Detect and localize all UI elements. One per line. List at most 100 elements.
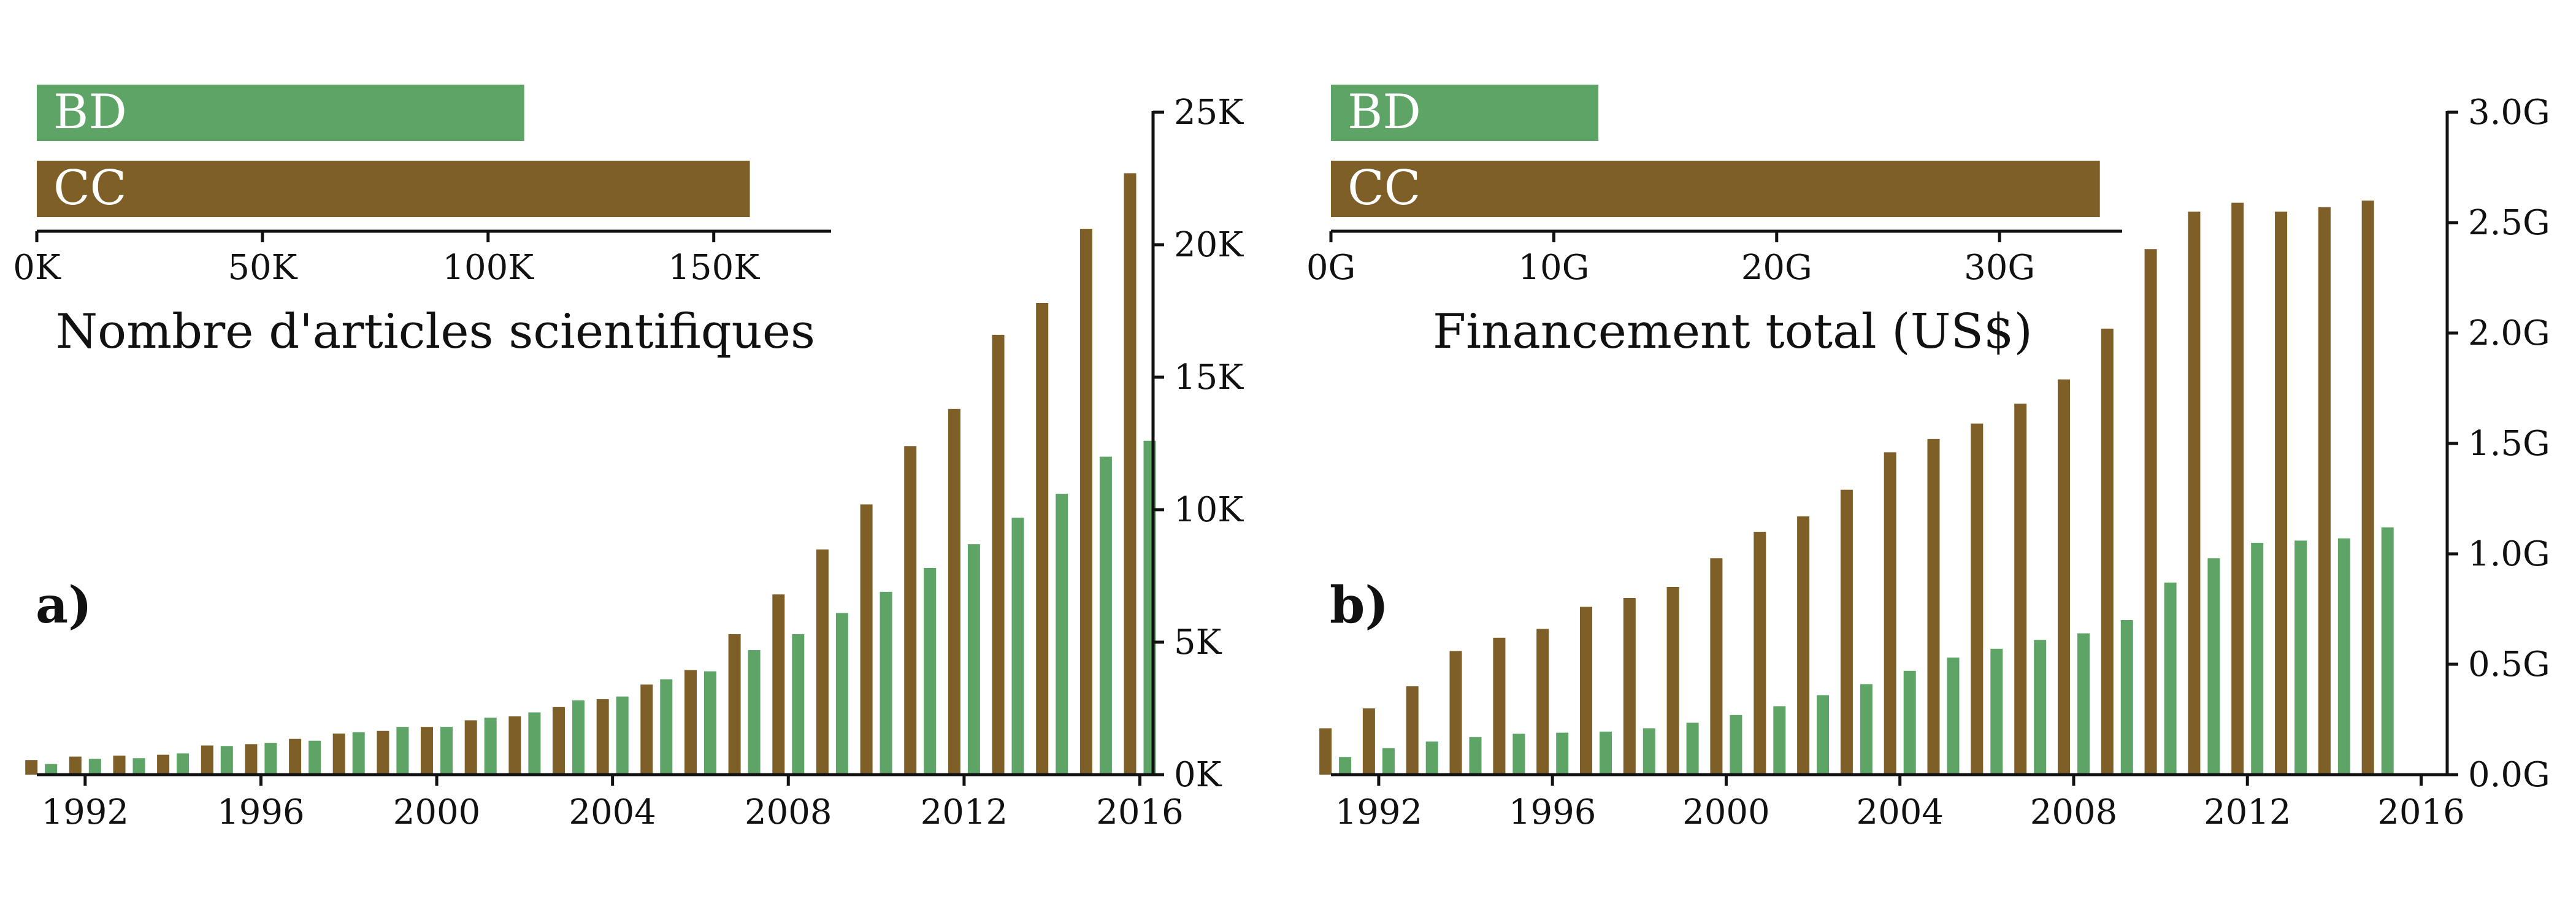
bar-cc-2010: [2144, 249, 2157, 775]
x-tick-label: 1992: [1335, 792, 1423, 832]
bar-bd-2008: [792, 634, 805, 775]
bar-cc-1996: [1536, 629, 1549, 775]
y-tick-label: 10K: [1174, 490, 1244, 530]
x-tick-label: 2012: [921, 792, 1008, 832]
bar-cc-1994: [157, 754, 170, 775]
bar-bd-2007: [748, 650, 761, 775]
bar-bd-2000: [440, 727, 453, 775]
bar-cc-2005: [640, 684, 653, 775]
y-tick-label: 20K: [1174, 225, 1244, 265]
bar-cc-1992: [69, 756, 82, 775]
bar-bd-2004: [616, 696, 629, 775]
bar-bd-2006: [704, 671, 716, 775]
bar-bd-2006: [1990, 648, 2003, 775]
y-tick-label: 0.5G: [2468, 645, 2550, 684]
inset-x-tick-label: 30G: [1964, 248, 2035, 288]
bar-bd-2004: [1903, 670, 1916, 775]
y-tick-label: 0K: [1174, 755, 1222, 795]
bar-bd-2003: [572, 700, 585, 775]
bar-cc-2005: [1927, 439, 1940, 775]
bar-cc-2006: [1971, 423, 1984, 775]
y-tick-label: 5K: [1174, 623, 1222, 662]
y-tick-label: 1.5G: [2468, 424, 2550, 464]
bar-cc-2003: [1840, 489, 1853, 775]
bar-cc-1995: [1493, 637, 1506, 775]
chart-panel-a: 1992 1996 2000 2004 2008 2012 20160K5K10K15K20…: [13, 85, 1244, 832]
bar-cc-1991: [1319, 728, 1332, 775]
bar-bd-2010: [880, 591, 892, 775]
x-tick-label: 2016: [1096, 792, 1184, 832]
bar-bd-1999: [396, 727, 409, 775]
bar-cc-2011: [2188, 212, 2201, 775]
bar-cc-2015: [1079, 229, 1092, 775]
x-tick-label: 2008: [2030, 792, 2118, 832]
bar-cc-2014: [2318, 207, 2331, 775]
y-tick-label: 3.0G: [2468, 93, 2550, 132]
inset-x-tick-label: 100K: [442, 248, 534, 288]
bar-cc-2011: [904, 446, 917, 775]
bar-cc-2000: [421, 727, 433, 775]
inset-x-tick-label: 10G: [1518, 248, 1589, 288]
bar-bd-1994: [177, 753, 190, 775]
y-tick-label: 1.0G: [2468, 534, 2550, 574]
bar-bd-2014: [2337, 538, 2350, 775]
bar-cc-2001: [464, 720, 477, 775]
bar-bd-1997: [1600, 731, 1612, 775]
y-tick-label: 15K: [1174, 358, 1244, 397]
bar-bd-2010: [2164, 582, 2177, 775]
y-tick-label: 2.0G: [2468, 313, 2550, 353]
bar-cc-2004: [1884, 452, 1896, 775]
bar-bd-2015: [1099, 456, 1112, 775]
x-tick-label: 2000: [393, 792, 481, 832]
inset-x-axis-title: Nombre d'articles scientifiques: [56, 304, 815, 359]
bar-bd-1998: [352, 732, 365, 775]
bar-cc-1996: [245, 744, 258, 775]
bar-cc-2009: [816, 549, 829, 775]
bar-bd-2005: [1947, 657, 1960, 775]
x-tick-label: 1992: [42, 792, 129, 832]
inset-x-tick-label: 0G: [1306, 248, 1355, 288]
bar-cc-2013: [992, 334, 1005, 775]
bar-cc-1995: [201, 745, 213, 775]
bar-cc-2009: [2101, 328, 2114, 775]
bar-cc-2012: [948, 408, 960, 775]
bar-cc-1998: [1623, 598, 1636, 775]
panel-label: a): [36, 576, 92, 635]
bar-bd-2000: [1730, 715, 1742, 775]
bar-bd-2011: [924, 568, 937, 775]
bar-bd-2009: [835, 613, 848, 775]
bar-bd-1991: [1339, 757, 1352, 775]
bar-cc-2008: [2058, 379, 2070, 775]
inset-x-tick-label: 50K: [228, 248, 297, 288]
bar-bd-1997: [309, 740, 321, 775]
bar-bd-2015: [2381, 527, 2394, 775]
bar-bd-2003: [1860, 684, 1873, 775]
bar-cc-2004: [596, 699, 609, 775]
bar-bd-2013: [1011, 518, 1024, 775]
bar-bd-1991: [45, 764, 58, 775]
bar-cc-1999: [377, 730, 389, 775]
bar-bd-1999: [1686, 723, 1699, 775]
bar-bd-2011: [2207, 558, 2220, 775]
bar-bd-1996: [264, 743, 277, 775]
y-tick-label: 0.0G: [2468, 755, 2550, 795]
bar-cc-2007: [2014, 404, 2027, 775]
inset-x-tick-label: 150K: [668, 248, 760, 288]
x-tick-label: 2012: [2204, 792, 2291, 832]
inset-x-axis-title: Financement total (US$): [1433, 304, 2033, 359]
inset-bar-cc: [37, 161, 750, 217]
bar-bd-2002: [1817, 695, 1830, 775]
bar-cc-1999: [1666, 587, 1679, 775]
bar-bd-1995: [1512, 734, 1525, 775]
bar-bd-2005: [660, 679, 673, 775]
bar-cc-2014: [1036, 303, 1049, 775]
bar-cc-2008: [772, 594, 785, 775]
bar-bd-2012: [2251, 543, 2264, 775]
bar-cc-2012: [2231, 202, 2244, 775]
bar-cc-1998: [332, 734, 345, 775]
bar-cc-1991: [25, 760, 38, 775]
bar-bd-2001: [484, 718, 497, 775]
bar-cc-2002: [508, 716, 521, 775]
bar-bd-1993: [1425, 742, 1438, 775]
